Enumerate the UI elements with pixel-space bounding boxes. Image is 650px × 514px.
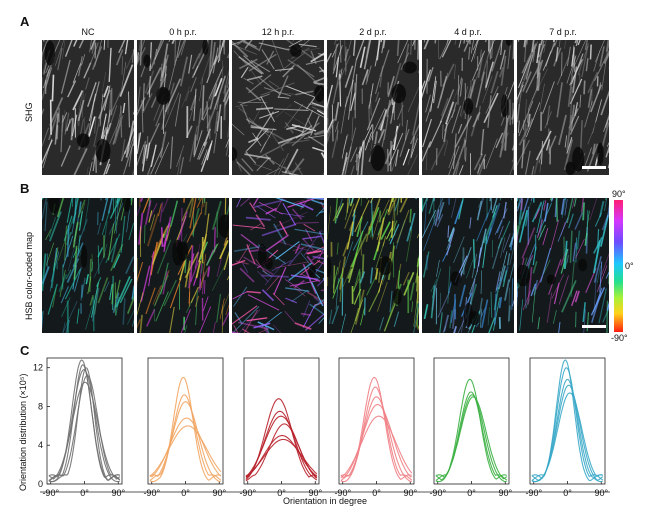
distribution-curve — [340, 415, 413, 479]
y-tick-label: 0 — [38, 479, 43, 489]
distribution-curve — [245, 434, 318, 478]
scale-bar — [582, 166, 606, 169]
column-title: NC — [81, 27, 95, 37]
x-tick-label: 0° — [372, 488, 381, 498]
column-title: 12 h p.r. — [261, 27, 295, 37]
plot-frame — [46, 357, 123, 485]
y-tick-label: 8 — [38, 401, 43, 411]
column-title: 7 d p.r. — [549, 27, 577, 37]
shg-image-tile — [42, 40, 134, 175]
hsb-image-tile — [327, 198, 419, 333]
x-tick-label: 0° — [277, 488, 286, 498]
scale-bar — [582, 325, 606, 328]
x-tick-label: -90° — [525, 488, 542, 498]
distribution-curve — [245, 423, 318, 482]
plot-frame — [433, 357, 510, 485]
distribution-curve — [435, 396, 508, 481]
x-tick-label: 90° — [111, 488, 125, 498]
panel-letter-b: B — [20, 181, 30, 196]
hsb-image-tile — [517, 198, 609, 333]
hsb-image-tile — [422, 198, 514, 333]
distribution-curve — [149, 401, 221, 483]
shg-image-tile — [137, 40, 229, 175]
plot-frame — [529, 357, 606, 485]
distribution-curve — [245, 410, 318, 481]
column-title: 2 d p.r. — [359, 27, 387, 37]
distribution-curve — [531, 367, 604, 481]
row-label-shg: SHG — [24, 102, 34, 122]
distribution-curve — [435, 394, 507, 483]
shg-image-tile — [232, 40, 324, 175]
distribution-curve — [48, 374, 121, 482]
y-tick-label: 4 — [38, 440, 43, 450]
x-tick-label: 0° — [181, 488, 190, 498]
distribution-curve — [149, 425, 222, 477]
x-tick-label: 90° — [212, 488, 226, 498]
hsb-image-tile — [137, 198, 229, 333]
distribution-curve — [48, 368, 120, 483]
x-tick-label: -90° — [429, 488, 446, 498]
column-title: 0 h p.r. — [169, 27, 197, 37]
x-tick-label: -90° — [143, 488, 160, 498]
x-tick-label: 0° — [467, 488, 476, 498]
orientation-distribution-plots: 0 4 8 12 -90° 0° 90° -90° 0° 90° -90° 0° 90° -90° 0° 90… — [33, 357, 610, 498]
distribution-curve — [48, 366, 120, 483]
x-tick-label: 90° — [308, 488, 322, 498]
y-tick-label: 12 — [33, 363, 43, 373]
x-tick-label: 90° — [403, 488, 417, 498]
x-tick-label: -90° — [334, 488, 351, 498]
x-tick-label: 0° — [563, 488, 572, 498]
x-axis-title: Orientation in degree — [282, 496, 368, 506]
distribution-curve — [531, 359, 603, 483]
row-label-hsb: HSB color-coded map — [24, 231, 34, 320]
shg-image-tile — [517, 40, 609, 175]
hsb-image-tile — [42, 198, 134, 333]
distribution-curve — [340, 386, 413, 481]
shg-image-tile — [327, 40, 419, 175]
distribution-curve — [48, 381, 121, 480]
distribution-curve — [245, 438, 318, 478]
x-tick-label: 90° — [594, 488, 608, 498]
column-title: 4 d p.r. — [454, 27, 482, 37]
hsb-image-tile — [232, 198, 324, 333]
distribution-curve — [149, 376, 221, 483]
shg-image-tile — [422, 40, 514, 175]
x-tick-label: -90° — [42, 488, 59, 498]
y-axis-title: Orientation distribution (×10⁵) — [18, 373, 28, 491]
x-tick-label: -90° — [239, 488, 256, 498]
distribution-curve — [531, 384, 604, 482]
colorbar-bottom-label: -90° — [611, 333, 628, 343]
panel-letter-a: A — [20, 14, 30, 29]
hsb-colorbar — [614, 200, 623, 332]
distribution-curve — [340, 396, 412, 483]
distribution-curve — [149, 417, 222, 478]
distribution-curve — [149, 394, 222, 481]
distribution-curve — [340, 403, 412, 478]
panel-letter-c: C — [20, 343, 30, 358]
colorbar-mid-label: 0° — [625, 261, 634, 271]
colorbar-top-label: 90° — [612, 189, 626, 199]
x-tick-label: 0° — [80, 488, 89, 498]
x-tick-label: 90° — [498, 488, 512, 498]
distribution-curve — [531, 392, 603, 483]
